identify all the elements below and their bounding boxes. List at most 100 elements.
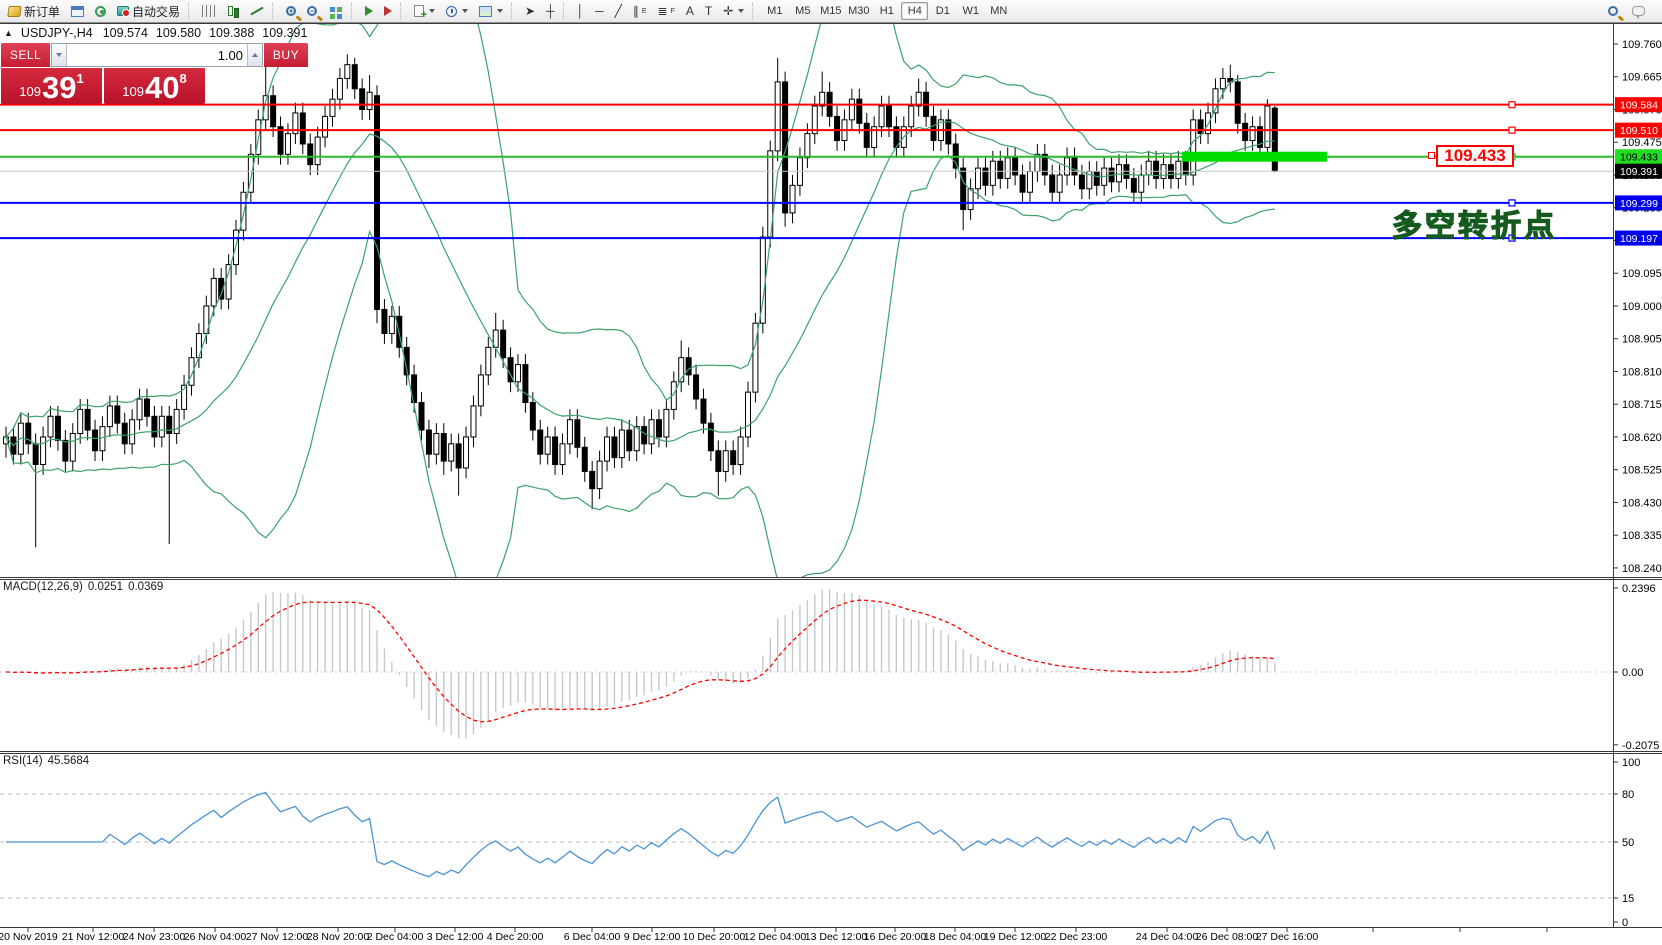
rsi-pane[interactable] (0, 791, 1613, 899)
candle-body (388, 315, 395, 335)
timeframe-d1-button[interactable]: D1 (935, 5, 950, 17)
level-handle[interactable] (1508, 101, 1516, 109)
macd-tick-label: 0.00 (1622, 667, 1643, 679)
new-order-button[interactable]: 新订单 (3, 1, 65, 21)
volume-input[interactable] (67, 44, 247, 66)
timeframe-m30-button[interactable]: M30 (848, 5, 870, 17)
candle-body (856, 98, 863, 124)
sell-button[interactable]: SELL (1, 43, 50, 67)
callout-handle[interactable] (1428, 152, 1435, 159)
candle-body (166, 415, 173, 435)
text-label-tool[interactable]: T (700, 1, 717, 21)
candle-body (1175, 160, 1182, 179)
price-tick-label: 108.335 (1622, 530, 1662, 542)
candle-body (1219, 77, 1226, 90)
search-icon[interactable] (1608, 6, 1618, 16)
ohlc-open: 109.574 (102, 26, 148, 40)
sell-price-base: 109 (19, 84, 41, 99)
mag-minus-icon: − (307, 6, 318, 16)
crosshair-tool[interactable]: ┼ (541, 1, 560, 21)
templates-button[interactable] (474, 1, 508, 21)
timeframe-h4-button[interactable]: H4 (901, 2, 929, 20)
signals-button[interactable] (90, 1, 111, 21)
candle-body (915, 91, 922, 107)
candle-body (559, 443, 566, 466)
candle-body (121, 422, 128, 445)
chart-shift-button[interactable] (379, 1, 397, 21)
volume-decrease-button[interactable] (52, 44, 67, 66)
chat-icon[interactable] (1632, 6, 1645, 19)
indicators-button[interactable] (409, 1, 440, 21)
toolbar-separator (752, 3, 758, 19)
timeframe-m1-button[interactable]: M1 (767, 5, 783, 17)
time-axis-label: 22 Dec 23:00 (1044, 931, 1108, 943)
volume-increase-button[interactable] (247, 44, 262, 66)
price-tick-label: 108.810 (1622, 366, 1662, 378)
timeframe-w1-button[interactable]: W1 (962, 5, 980, 17)
time-axis-label: 27 Dec 16:00 (1255, 931, 1319, 943)
chart-title: ▲ USDJPY-,H4 109.574 109.580 109.388 109… (4, 26, 307, 40)
candle-body (960, 167, 967, 210)
highlight-bar[interactable] (1182, 151, 1327, 162)
tile-windows-button[interactable] (323, 1, 348, 21)
buy-price-point: 8 (179, 71, 187, 86)
periods-button[interactable] (441, 1, 473, 21)
symbol-period-label: USDJPY-,H4 (20, 26, 93, 40)
level-price-badge-text: 109.299 (1620, 198, 1658, 210)
horizontal-line-tool[interactable]: ─ (590, 1, 609, 21)
candle-body (411, 374, 418, 403)
timeframe-mn-button[interactable]: MN (990, 5, 1008, 17)
vertical-line-tool-icon: │ (576, 4, 585, 18)
collapse-panel-icon[interactable]: ▲ (4, 28, 13, 38)
trendline-tool[interactable]: ╱ (610, 1, 627, 21)
zoom-out-button[interactable]: − (302, 1, 322, 21)
buy-price-display[interactable]: 109 40 8 (104, 68, 205, 104)
dropdown-caret-icon (462, 9, 469, 13)
candle-body (418, 401, 425, 431)
chart-annotation-text[interactable]: 多空转折点 (1391, 209, 1557, 243)
text-label-tool-icon: T (704, 4, 713, 18)
level-handle[interactable] (1508, 199, 1516, 207)
candle-body (455, 443, 462, 469)
price-level-callout[interactable]: 109.433 (1436, 145, 1514, 167)
auto-scroll-button[interactable] (360, 1, 378, 21)
candlestick-chart-button[interactable] (221, 1, 244, 21)
timeframe-h1-button[interactable]: H1 (879, 5, 894, 17)
candle-body (811, 105, 818, 135)
candle-body (863, 122, 870, 148)
main-pane[interactable] (3, 0, 1278, 608)
arrows-tool[interactable]: ✛ (718, 1, 749, 21)
timeframe-m15-button[interactable]: M15 (820, 5, 842, 17)
macd-signal-line (5, 599, 1275, 723)
level-handle[interactable] (1508, 126, 1516, 134)
candle-body (195, 333, 202, 359)
channel-tool[interactable]: ∥ E (628, 1, 652, 21)
time-axis-label: 19 Dec 12:00 (983, 931, 1047, 943)
mag-plus-icon: + (288, 5, 294, 16)
level-handle[interactable] (1508, 234, 1516, 242)
vertical-line-tool[interactable]: │ (572, 1, 590, 21)
buy-button[interactable]: BUY (264, 43, 308, 67)
autotrading-button[interactable]: 自动交易 (112, 1, 185, 21)
candle-body (1012, 157, 1019, 176)
candle-body (1182, 160, 1189, 176)
level-price-badge (1615, 122, 1662, 138)
candle-body (477, 374, 484, 407)
line-chart-button[interactable] (245, 1, 269, 21)
text-tool[interactable]: A (681, 1, 699, 21)
open-chart-button[interactable] (66, 1, 89, 21)
triangle-up-icon (252, 53, 258, 57)
candle-body (878, 105, 885, 128)
fibonacci-tool[interactable]: ≣ F (653, 1, 680, 21)
template-icon (479, 5, 493, 17)
sell-price-display[interactable]: 109 39 1 (1, 68, 102, 104)
candle-body (945, 119, 952, 145)
bar-chart-button[interactable] (197, 1, 220, 21)
candle-body (32, 443, 39, 466)
cursor-tool[interactable]: ➤ (520, 1, 540, 21)
timeframe-m5-button[interactable]: M5 (795, 5, 811, 17)
zoom-in-button[interactable]: + (281, 1, 301, 21)
candle-body (730, 450, 737, 466)
macd-pane[interactable] (0, 589, 1613, 739)
